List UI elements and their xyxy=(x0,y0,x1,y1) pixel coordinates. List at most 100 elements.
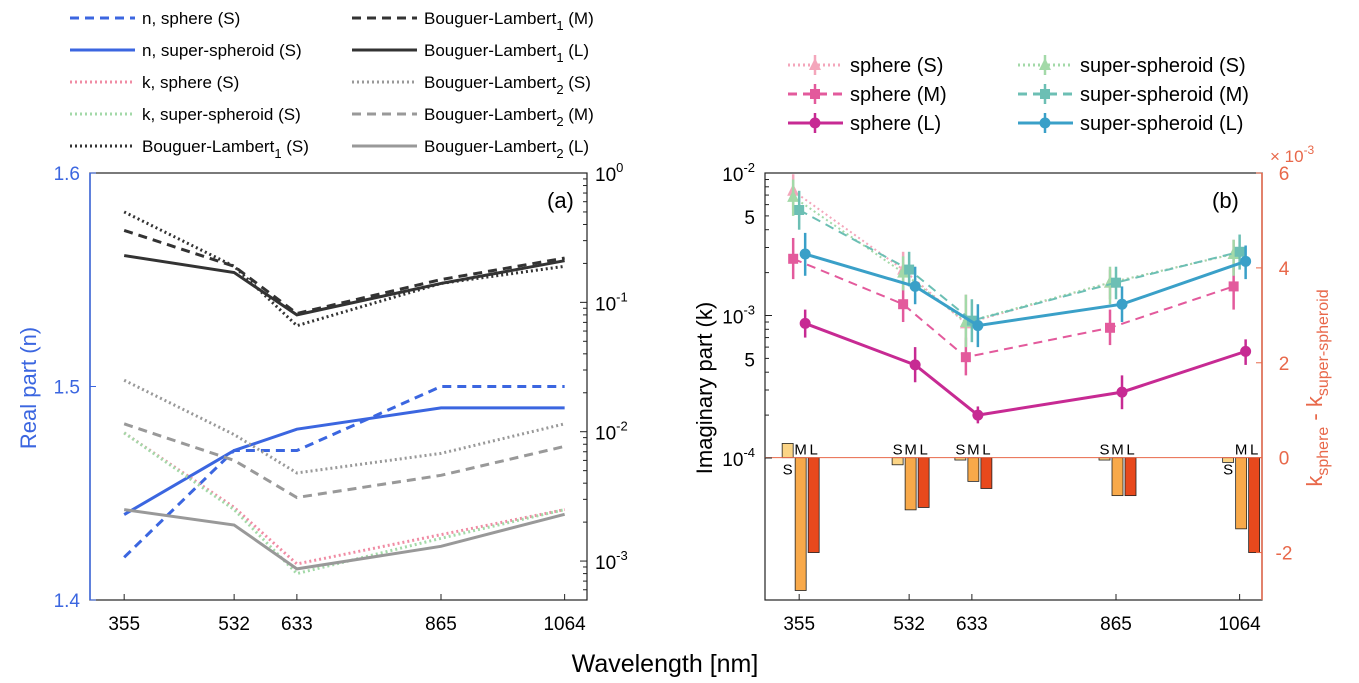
difference-bar-label: L xyxy=(1250,442,1258,459)
panel-a: n, sphere (S) n, super-spheroid (S) k, sph… xyxy=(16,9,628,635)
panel-a-plot-frame xyxy=(89,172,588,601)
legend-subscript: 1 xyxy=(274,146,281,161)
panel-a-right-tick-label: 100 xyxy=(595,160,623,186)
panel-b-marker-square xyxy=(898,299,909,310)
panel-b-marker-triangle xyxy=(787,189,800,202)
difference-bar-label: M xyxy=(1235,442,1248,459)
tick-base: 10 xyxy=(722,450,743,471)
tick-exponent: -3 xyxy=(616,548,628,563)
tick-exponent: -1 xyxy=(616,289,628,304)
legend-entry-label: super-spheroid (S) xyxy=(1080,55,1246,77)
difference-bar-M xyxy=(967,457,980,482)
difference-bar-label: M xyxy=(904,442,917,459)
panel-b-marker-circle xyxy=(1240,255,1252,267)
difference-bar-label: L xyxy=(982,442,990,459)
panel-a-x-tick-label: 532 xyxy=(218,614,250,635)
difference-bar-L xyxy=(1248,457,1261,553)
panel-b-x-tick-label: 1064 xyxy=(1218,614,1261,635)
legend-entry-label: Bouguer-Lambert1 (S) xyxy=(142,137,309,161)
difference-bar-label: M xyxy=(794,442,807,459)
panel-a-series-line xyxy=(123,406,565,516)
legend-marker-square xyxy=(1040,89,1050,99)
legend-entry-label: n, sphere (S) xyxy=(142,9,240,28)
panel-a-label: (a) xyxy=(547,188,574,213)
legend-name: k, sphere (S) xyxy=(142,73,239,92)
panel-b-plot-frame xyxy=(764,172,1263,601)
difference-bar-S xyxy=(891,457,904,466)
panel-b-marker-square xyxy=(1105,322,1116,333)
panel-b-marker-circle xyxy=(1240,345,1252,357)
tick-exponent: -2 xyxy=(616,419,628,434)
panel-a-left-tick-label: 1.6 xyxy=(54,164,80,185)
legend-name: Bouguer-Lambert xyxy=(424,137,557,156)
panel-a-legend: n, sphere (S) n, super-spheroid (S) k, sph… xyxy=(70,9,594,161)
difference-bar-M xyxy=(1111,457,1124,497)
legend-entry-label: Bouguer-Lambert2 (L) xyxy=(424,137,589,161)
difference-bar-label: S xyxy=(893,442,903,459)
panel-a-series-line xyxy=(123,422,565,500)
legend-entry-label: Bouguer-Lambert2 (S) xyxy=(424,73,591,97)
tick-base: 10 xyxy=(595,424,616,445)
panel-b-marker-circle xyxy=(972,320,984,332)
panel-a-left-tick-label: 1.4 xyxy=(54,591,81,612)
legend-name: Bouguer-Lambert xyxy=(424,41,557,60)
panel-b-left-tick-label: 10-4 xyxy=(722,445,755,471)
panel-b-series-line xyxy=(804,322,1247,417)
panel-a-series xyxy=(123,210,566,576)
panel-b-x-tick-label: 633 xyxy=(956,614,988,635)
panel-b-series xyxy=(787,174,1252,424)
legend-entry-label: super-spheroid (M) xyxy=(1080,84,1249,106)
panel-b-left-tick-label: 10-2 xyxy=(722,160,755,186)
legend-name: Bouguer-Lambert xyxy=(424,73,557,92)
legend-subscript: 2 xyxy=(556,82,563,97)
panel-a-series-line xyxy=(123,431,565,576)
difference-bar-M xyxy=(904,457,917,511)
panel-b-x-tick-label: 355 xyxy=(783,614,815,635)
legend-entry-label: sphere (M) xyxy=(850,84,947,106)
panel-b-series-line xyxy=(804,252,1247,328)
panel-b-marker-square xyxy=(1234,246,1245,257)
tick-base: 10 xyxy=(595,294,616,315)
panel-a-series-line xyxy=(123,210,565,328)
legend-subscript: 1 xyxy=(556,50,563,65)
legend-name: Bouguer-Lambert xyxy=(424,105,557,124)
legend-entry-label: sphere (L) xyxy=(850,113,941,135)
panel-a-left-tick-label: 1.5 xyxy=(54,378,80,399)
legend-marker-circle xyxy=(809,117,821,129)
panel-b: sphere (S) sphere (M) sphere (L) super-sphe… xyxy=(692,55,1332,635)
legend-name: k, super-spheroid (S) xyxy=(142,105,301,124)
panel-b-marker-circle xyxy=(972,409,984,421)
panel-b-marker-circle xyxy=(799,317,811,329)
panel-b-right-tick-label: 4 xyxy=(1279,259,1290,280)
difference-bar-L xyxy=(807,457,820,553)
panel-b-marker-square xyxy=(794,204,805,215)
legend-subscript: 1 xyxy=(556,18,563,33)
panel-b-right-axis-multiplier: × 10-3 xyxy=(1270,143,1315,166)
legend-entry-label: sphere (S) xyxy=(850,55,943,77)
tick-base: 10 xyxy=(595,165,616,186)
legend-name: Bouguer-Lambert xyxy=(424,9,557,28)
panel-b-right-tick-label: 2 xyxy=(1279,354,1290,375)
panel-b-x-tick-label: 865 xyxy=(1100,614,1132,635)
panel-a-right-tick-label: 10-3 xyxy=(595,548,628,574)
difference-bar-label: S xyxy=(1223,462,1233,479)
panel-a-series-line xyxy=(123,254,565,317)
tick-exponent: -2 xyxy=(743,160,755,175)
tick-base: 10 xyxy=(722,308,743,329)
panel-b-marker-square xyxy=(1111,277,1122,288)
difference-bar-label: L xyxy=(809,442,817,459)
legend-suffix: (L) xyxy=(564,137,590,156)
difference-bar-label: L xyxy=(919,442,927,459)
panel-b-right-tick-label: 0 xyxy=(1279,449,1290,470)
tick-base: 10 xyxy=(722,165,743,186)
panel-a-x-tick-label: 355 xyxy=(108,614,140,635)
panel-b-marker-square xyxy=(960,352,971,363)
tick-exponent: -4 xyxy=(743,445,755,460)
legend-suffix: (M) xyxy=(564,9,594,28)
difference-bar-M xyxy=(794,457,807,591)
legend-entry-label: k, super-spheroid (S) xyxy=(142,105,301,124)
panel-b-marker-triangle xyxy=(897,265,910,278)
difference-bar-label: L xyxy=(1126,442,1134,459)
